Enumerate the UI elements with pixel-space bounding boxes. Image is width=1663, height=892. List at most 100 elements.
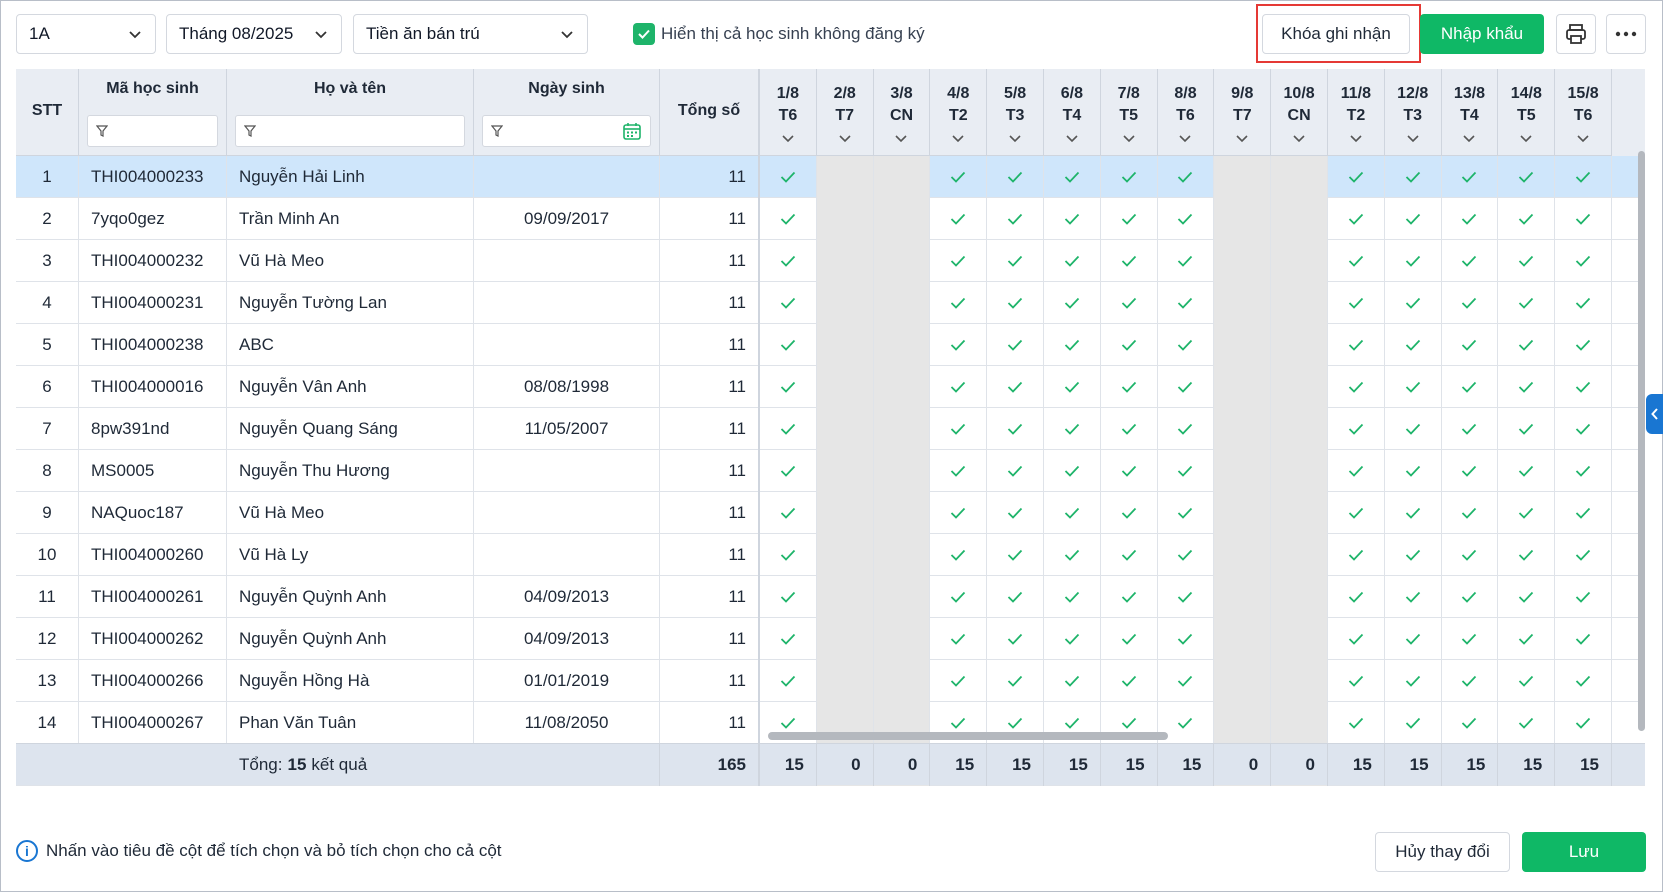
header-day-13[interactable]: 13/8 T4: [1441, 69, 1499, 156]
calendar-icon[interactable]: [622, 121, 642, 141]
cell-day-check[interactable]: [1385, 618, 1442, 660]
header-stt[interactable]: STT: [16, 69, 79, 156]
cell-day-check[interactable]: [1385, 534, 1442, 576]
cell-day-check[interactable]: [930, 282, 988, 324]
cell-day-check[interactable]: [1328, 240, 1385, 282]
cell-day-check[interactable]: [1498, 324, 1556, 366]
cell-day-check[interactable]: [1101, 408, 1158, 450]
cell-day-check[interactable]: [987, 534, 1044, 576]
cell-day-check[interactable]: [1158, 156, 1215, 198]
cell-day-check[interactable]: [987, 618, 1044, 660]
cell-day-check[interactable]: [930, 324, 988, 366]
cell-day-check[interactable]: [1555, 450, 1612, 492]
cell-day-check[interactable]: [1044, 366, 1101, 408]
cell-day-check[interactable]: [1158, 450, 1215, 492]
cell-day-check[interactable]: [1044, 660, 1101, 702]
cell-day-check[interactable]: [1158, 492, 1215, 534]
cell-day-check[interactable]: [1442, 534, 1499, 576]
header-day-1[interactable]: 1/8 T6: [760, 69, 817, 156]
cell-day-check[interactable]: [930, 240, 988, 282]
cell-day-check[interactable]: [1385, 366, 1442, 408]
cell-day-check[interactable]: [930, 156, 988, 198]
cell-day-check[interactable]: [1044, 618, 1101, 660]
fee-select[interactable]: Tiền ăn bán trú: [353, 14, 588, 54]
birth-date-filter-input[interactable]: [482, 115, 651, 147]
import-button[interactable]: Nhập khẩu: [1420, 14, 1544, 54]
cell-day-check[interactable]: [1385, 492, 1442, 534]
cell-day-check[interactable]: [987, 492, 1044, 534]
cell-day-check[interactable]: [1442, 618, 1499, 660]
cell-day-check[interactable]: [1555, 156, 1612, 198]
cell-day-check[interactable]: [930, 198, 988, 240]
cancel-changes-button[interactable]: Hủy thay đổi: [1375, 832, 1510, 872]
cell-day-check[interactable]: [987, 282, 1044, 324]
cell-day-check[interactable]: [1044, 408, 1101, 450]
cell-day-check[interactable]: [1044, 240, 1101, 282]
cell-day-check[interactable]: [1158, 576, 1215, 618]
student-code-filter-input[interactable]: [87, 115, 218, 147]
header-day-7[interactable]: 7/8 T5: [1100, 69, 1158, 156]
cell-day-check[interactable]: [1498, 618, 1556, 660]
header-student-code[interactable]: Mã học sinh: [79, 69, 227, 156]
cell-day-check[interactable]: [1498, 282, 1556, 324]
cell-day-check[interactable]: [930, 534, 988, 576]
cell-day-check[interactable]: [1044, 576, 1101, 618]
horizontal-scrollbar[interactable]: [768, 732, 1168, 740]
cell-day-check[interactable]: [1555, 618, 1612, 660]
cell-day-check[interactable]: [1442, 198, 1499, 240]
cell-day-check[interactable]: [760, 660, 817, 702]
show-unregistered-toggle[interactable]: Hiển thị cả học sinh không đăng ký: [633, 22, 925, 46]
cell-day-check[interactable]: [1101, 534, 1158, 576]
cell-day-check[interactable]: [930, 702, 988, 744]
full-name-filter-input[interactable]: [235, 115, 465, 147]
cell-day-check[interactable]: [1158, 408, 1215, 450]
cell-day-check[interactable]: [1328, 198, 1385, 240]
cell-day-check[interactable]: [1158, 534, 1215, 576]
cell-day-check[interactable]: [760, 450, 817, 492]
cell-day-check[interactable]: [1442, 576, 1499, 618]
more-button[interactable]: [1606, 14, 1646, 54]
cell-day-check[interactable]: [1044, 324, 1101, 366]
cell-day-check[interactable]: [1328, 282, 1385, 324]
table-row[interactable]: 7 8pw391nd Nguyễn Quang Sáng 11/05/2007 11: [16, 408, 1645, 450]
lock-button[interactable]: Khóa ghi nhận: [1262, 14, 1410, 54]
cell-day-check[interactable]: [1385, 240, 1442, 282]
header-day-12[interactable]: 12/8 T3: [1384, 69, 1442, 156]
cell-day-check[interactable]: [1442, 240, 1499, 282]
cell-day-check[interactable]: [1442, 492, 1499, 534]
month-select[interactable]: Tháng 08/2025: [166, 14, 342, 54]
cell-day-check[interactable]: [1385, 702, 1442, 744]
cell-day-check[interactable]: [1328, 660, 1385, 702]
cell-day-check[interactable]: [1385, 324, 1442, 366]
cell-day-check[interactable]: [760, 324, 817, 366]
cell-day-check[interactable]: [1442, 366, 1499, 408]
cell-day-check[interactable]: [930, 618, 988, 660]
cell-day-check[interactable]: [1385, 282, 1442, 324]
cell-day-check[interactable]: [1498, 576, 1556, 618]
cell-day-check[interactable]: [930, 576, 988, 618]
cell-day-check[interactable]: [1555, 660, 1612, 702]
cell-day-check[interactable]: [1555, 366, 1612, 408]
cell-day-check[interactable]: [987, 450, 1044, 492]
cell-day-check[interactable]: [987, 366, 1044, 408]
table-row[interactable]: 11 THI004000261 Nguyễn Quỳnh Anh 04/09/2013…: [16, 576, 1645, 618]
cell-day-check[interactable]: [1101, 324, 1158, 366]
cell-day-check[interactable]: [1498, 492, 1556, 534]
table-row[interactable]: 4 THI004000231 Nguyễn Tường Lan 11: [16, 282, 1645, 324]
cell-day-check[interactable]: [1442, 282, 1499, 324]
cell-day-check[interactable]: [760, 282, 817, 324]
class-select[interactable]: 1A: [16, 14, 156, 54]
cell-day-check[interactable]: [987, 240, 1044, 282]
cell-day-check[interactable]: [1101, 576, 1158, 618]
cell-day-check[interactable]: [760, 618, 817, 660]
cell-day-check[interactable]: [1498, 450, 1556, 492]
cell-day-check[interactable]: [987, 408, 1044, 450]
cell-day-check[interactable]: [1158, 702, 1215, 744]
header-day-9[interactable]: 9/8 T7: [1214, 69, 1272, 156]
cell-day-check[interactable]: [1555, 324, 1612, 366]
cell-day-check[interactable]: [760, 366, 817, 408]
cell-day-check[interactable]: [1442, 408, 1499, 450]
cell-day-check[interactable]: [760, 702, 817, 744]
header-day-8[interactable]: 8/8 T6: [1157, 69, 1215, 156]
table-row[interactable]: 6 THI004000016 Nguyễn Vân Anh 08/08/1998 11: [16, 366, 1645, 408]
